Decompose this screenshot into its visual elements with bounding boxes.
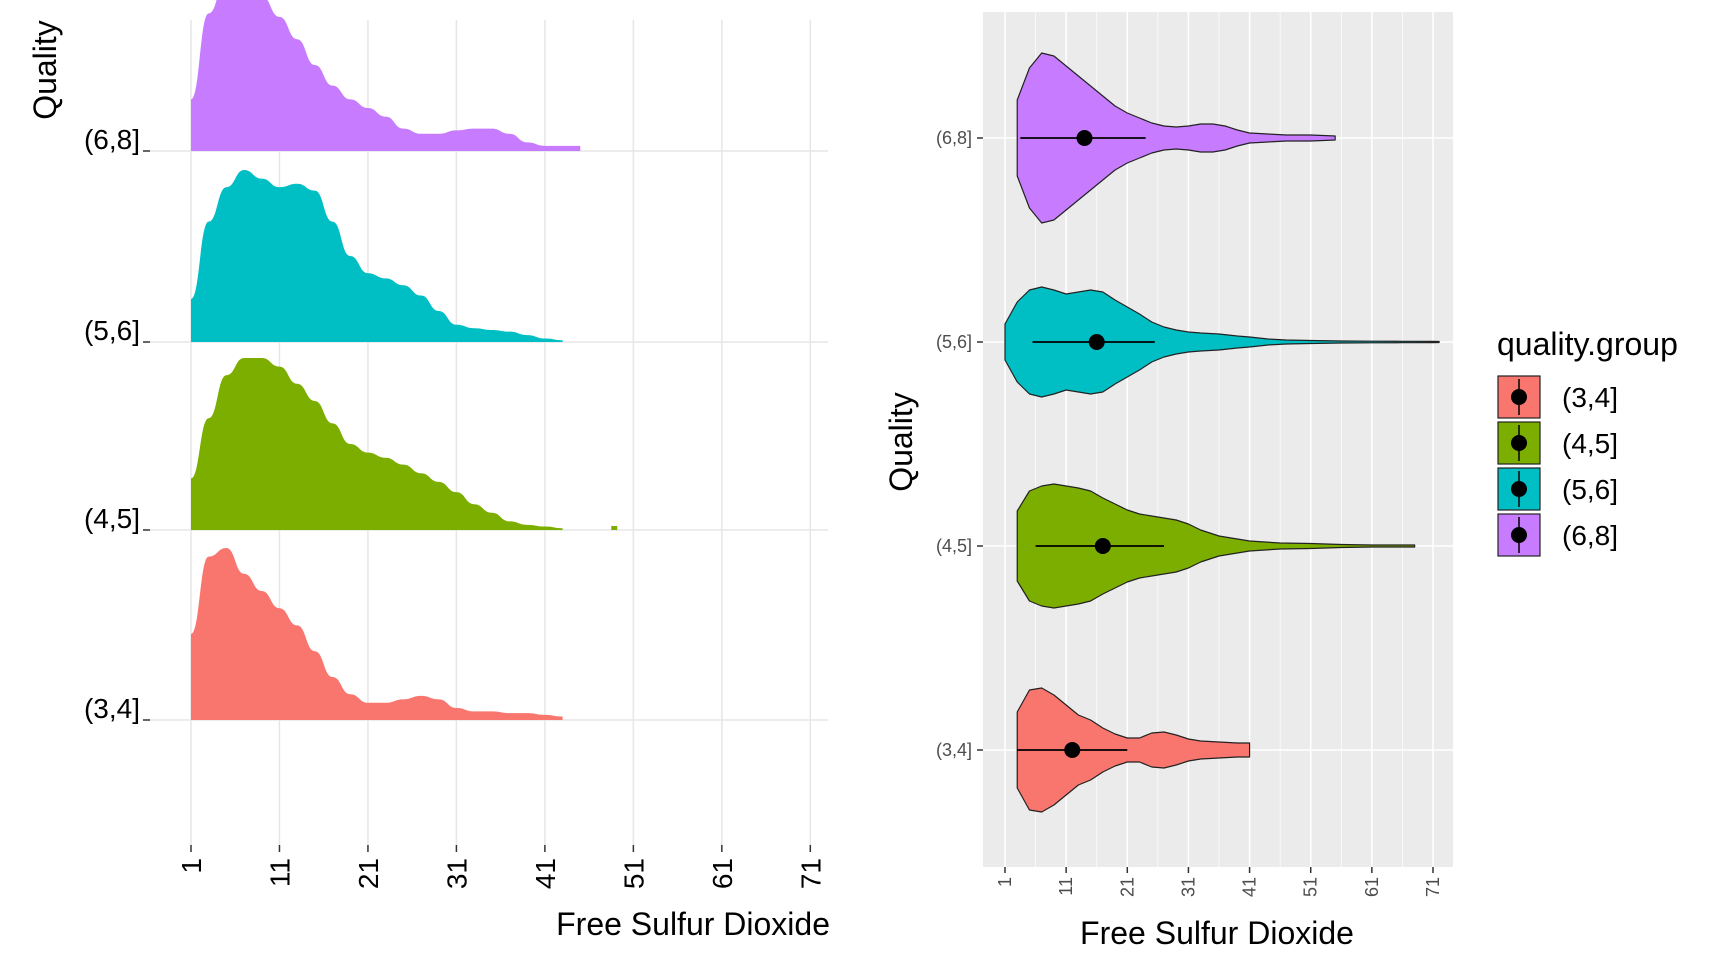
violin-x-tick-label: 41 <box>1240 877 1260 897</box>
ridgeline-x-tick-label: 11 <box>264 858 295 887</box>
violin-mean-point-(6,8] <box>1076 130 1093 146</box>
violin-x-tick-label: 71 <box>1423 877 1443 897</box>
ridgeline-x-tick-label: 31 <box>441 858 472 889</box>
ridgeline-x-tick-label: 1 <box>176 858 207 874</box>
violin-x-ticks: 1 11 21 31 41 51 61 71 <box>995 867 1443 897</box>
ridgeline-y-tick-label: (4,5] <box>84 503 140 534</box>
violin-y-tick-label: (4,5] <box>936 536 972 556</box>
ridgeline-x-tick-label: 41 <box>530 858 561 889</box>
legend-key-point <box>1511 527 1527 543</box>
ridgeline-x-tick-label: 51 <box>618 858 649 889</box>
violin-(5,6] <box>1004 286 1440 398</box>
violin-series <box>1004 52 1440 813</box>
violin-(6,8] <box>1016 52 1336 224</box>
ridge-outlier-(4,5] <box>611 526 618 530</box>
violin-mean-point-(3,4] <box>1064 742 1081 758</box>
violin-mean-point-(4,5] <box>1094 538 1111 554</box>
violin-y-tick-label: (6,8] <box>936 128 972 148</box>
violin-x-tick-label: 51 <box>1301 877 1321 897</box>
violin-x-axis-title: Free Sulfur Dioxide <box>1080 915 1354 951</box>
ridge-(4,5] <box>191 358 563 530</box>
legend-label: (5,6] <box>1562 474 1618 505</box>
ridgeline-x-axis-title: Free Sulfur Dioxide <box>556 906 830 942</box>
violin-y-tick-label: (5,6] <box>936 332 972 352</box>
ridgeline-y-tick-label: (3,4] <box>84 693 140 724</box>
ridge-(3,4] <box>191 548 563 720</box>
violin-grid <box>983 12 1453 867</box>
legend: quality.group (3,4] (4,5] (5,6] (6,8] <box>1497 326 1678 557</box>
legend-key-(5,6] <box>1497 467 1541 511</box>
ridgeline-x-tick-label: 61 <box>707 858 738 889</box>
violin-x-tick-label: 31 <box>1178 877 1198 897</box>
ridgeline-series <box>191 0 618 720</box>
violin-x-tick-label: 11 <box>1056 877 1076 896</box>
violin-x-tick-label: 21 <box>1117 877 1137 897</box>
legend-title: quality.group <box>1497 326 1678 362</box>
violin-x-tick-label: 61 <box>1362 877 1382 897</box>
legend-key-point <box>1511 389 1527 405</box>
violin-panel-background <box>983 12 1453 867</box>
violin-y-tick-label: (3,4] <box>936 740 972 760</box>
ridgeline-y-ticks: (3,4] (4,5] (5,6] (6,8] <box>84 124 150 724</box>
violin-mean-point-(5,6] <box>1088 334 1105 350</box>
legend-key-(4,5] <box>1497 421 1541 465</box>
ridgeline-y-tick-label: (6,8] <box>84 124 140 155</box>
legend-label: (4,5] <box>1562 428 1618 459</box>
violin-y-ticks: (3,4] (4,5] (5,6] (6,8] <box>936 128 983 760</box>
legend-label: (6,8] <box>1562 520 1618 551</box>
ridgeline-y-tick-label: (5,6] <box>84 315 140 346</box>
violin-y-axis-title: Quality <box>883 392 919 492</box>
violin-x-tick-label: 1 <box>995 877 1015 887</box>
ridge-(5,6] <box>191 170 563 342</box>
violin-(3,4] <box>1016 687 1251 813</box>
violin-(4,5] <box>1016 483 1416 609</box>
legend-key-(3,4] <box>1497 375 1541 419</box>
legend-key-(6,8] <box>1497 513 1541 557</box>
ridgeline-y-axis-title: Quality <box>27 20 63 120</box>
ridge-(6,8] <box>191 0 581 151</box>
legend-key-point <box>1511 435 1527 451</box>
ridgeline-x-tick-label: 71 <box>795 858 826 889</box>
ridgeline-chart: (3,4](4,5](5,6](6,8] 1 11 21 31 41 51 61 71 Qua… <box>27 0 830 942</box>
legend-label: (3,4] <box>1562 382 1618 413</box>
legend-key-point <box>1511 481 1527 497</box>
ridgeline-x-ticks: 1 11 21 31 41 51 61 71 <box>176 845 826 889</box>
ridgeline-x-tick-label: 21 <box>353 858 384 889</box>
